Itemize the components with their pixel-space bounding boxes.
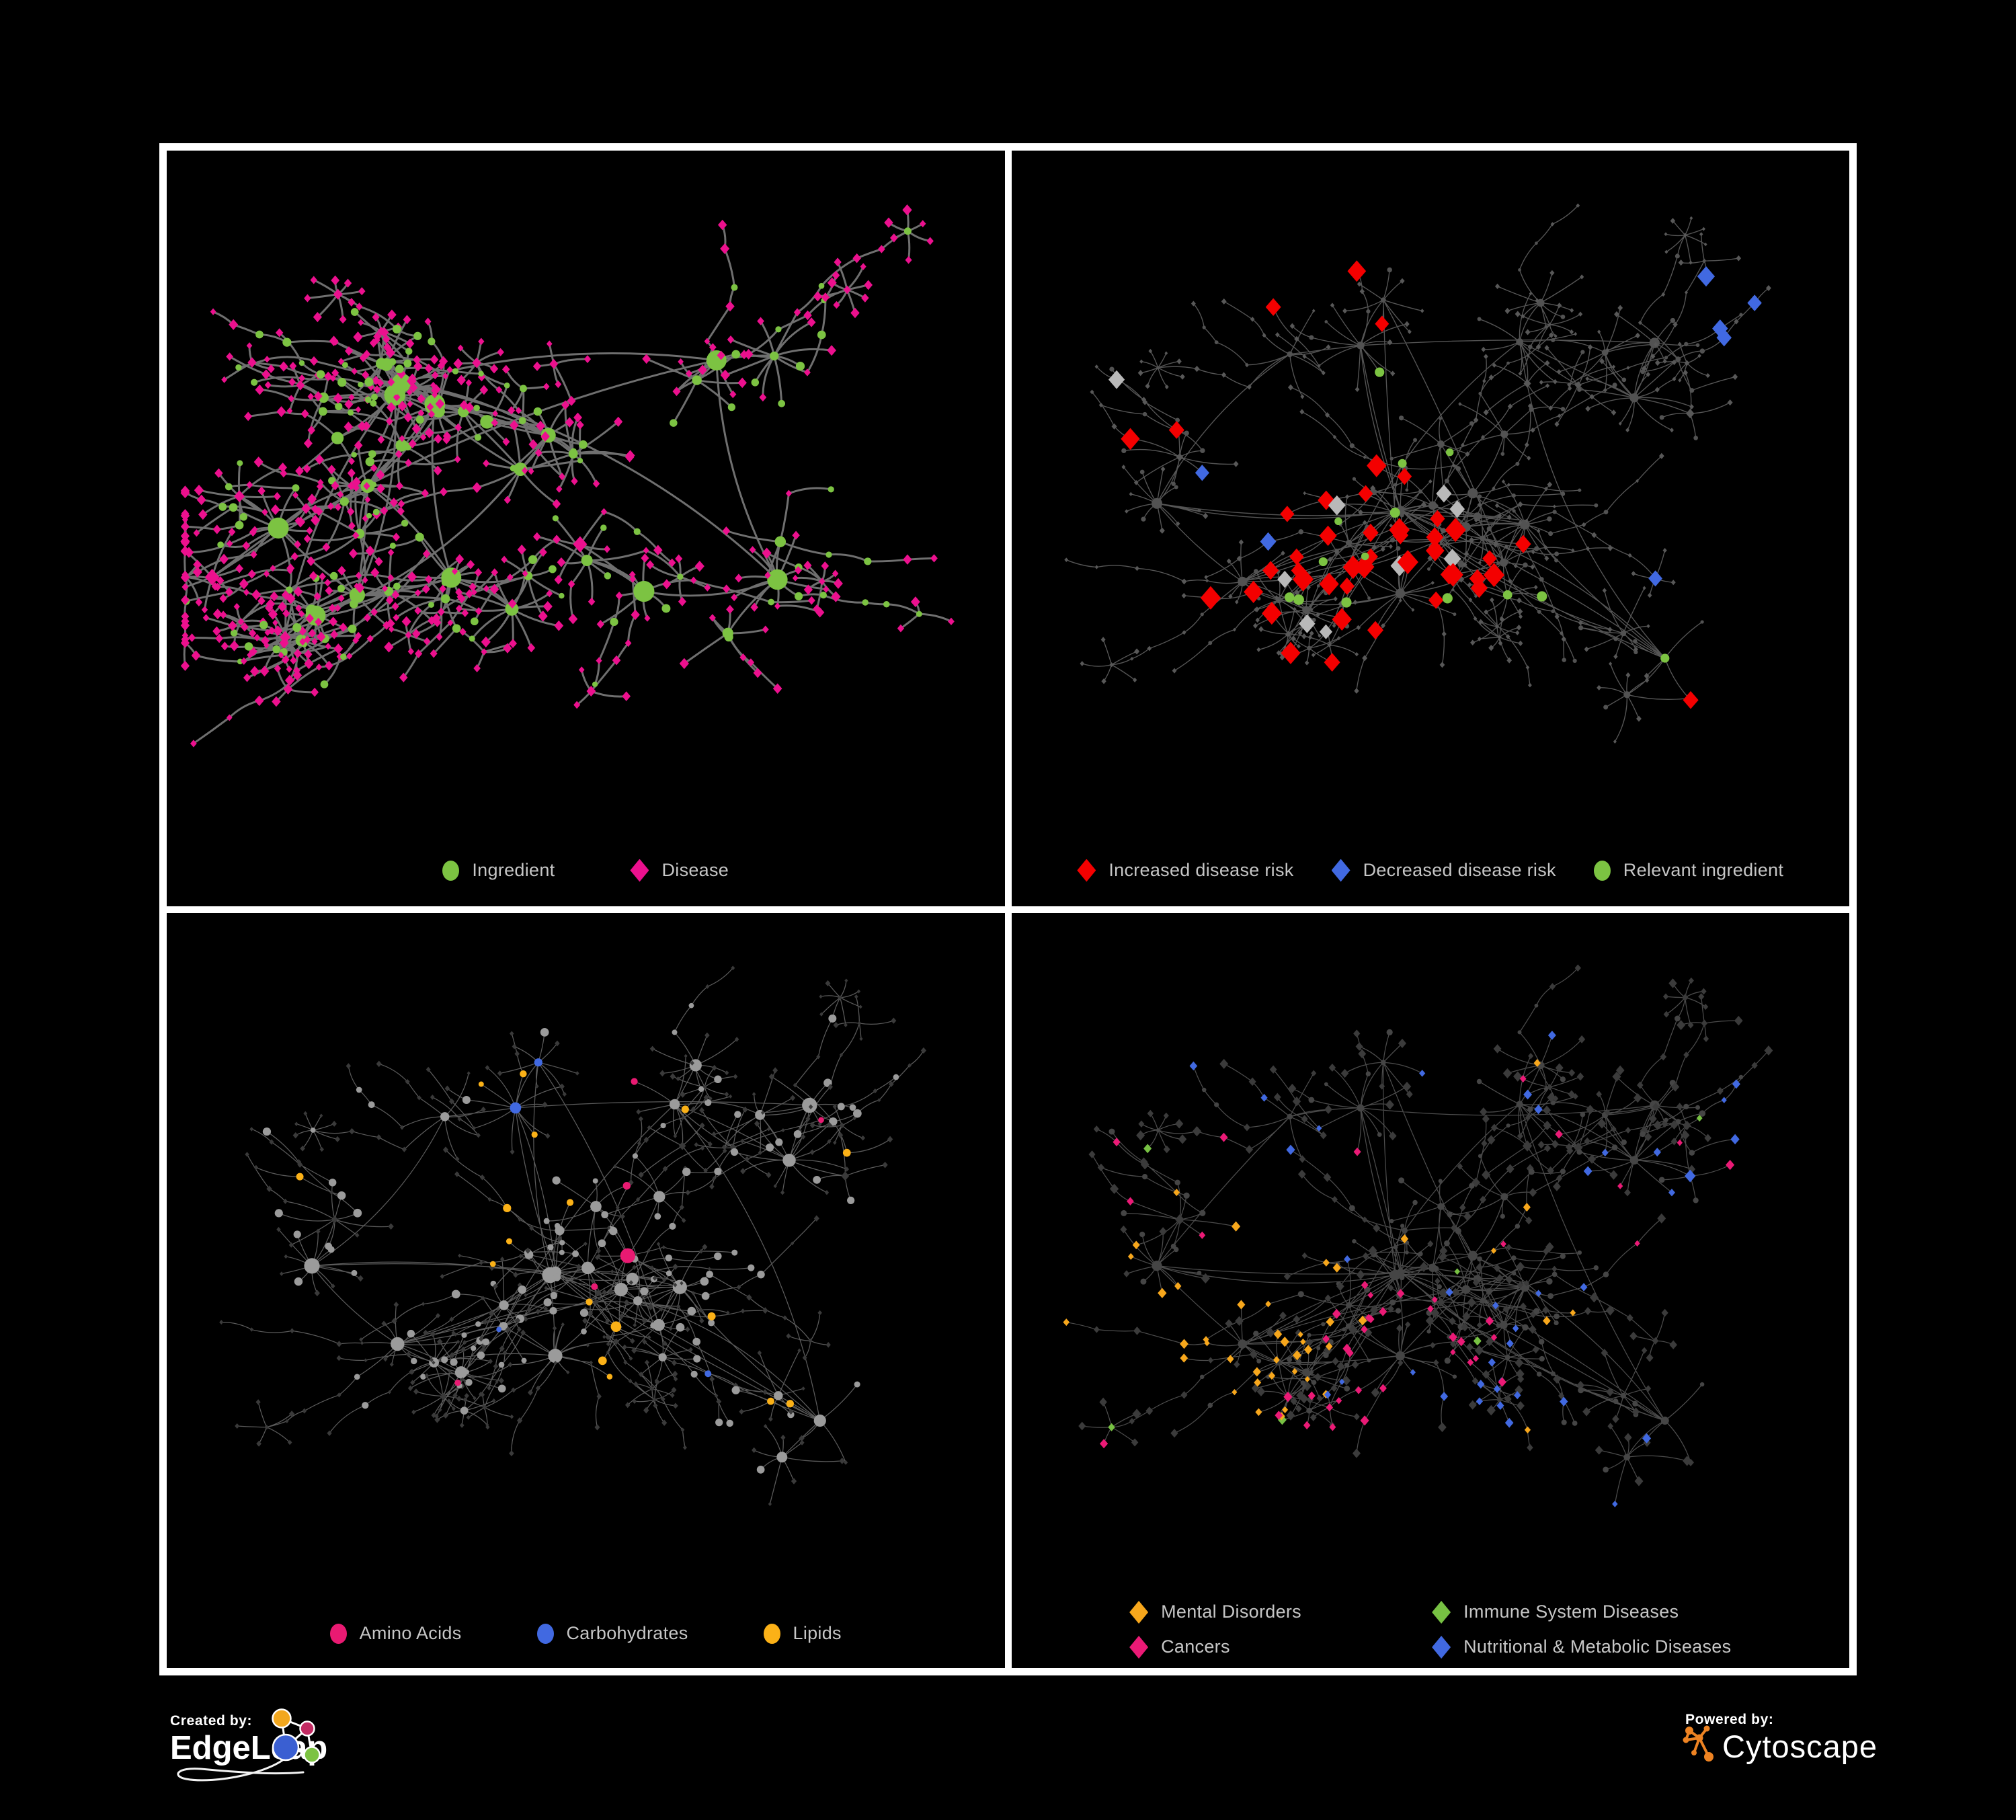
network-graph-disease-risk	[1063, 203, 1771, 744]
graph-edges	[1065, 205, 1769, 742]
diamond-marker	[1129, 1601, 1149, 1624]
cytoscape-icon-nodes	[1683, 1725, 1713, 1762]
legend-nutrient-classes: Amino Acids Carbohydrates Lipids	[167, 1623, 1005, 1644]
diamond-marker	[1077, 859, 1096, 882]
legend-item-amino-acids: Amino Acids	[329, 1623, 462, 1644]
panel-disease-categories: Mental Disorders Immune System Diseases Ca…	[1011, 912, 1850, 1668]
network-graph-disease-categories	[1062, 963, 1773, 1507]
edgeleap-node-magenta	[299, 1720, 315, 1737]
legend-label: Ingredient	[472, 859, 555, 880]
graph-highlighted-nodes	[296, 1058, 851, 1407]
edgeleap-swoosh	[177, 1752, 305, 1782]
legend-item-carbohydrates: Carbohydrates	[536, 1623, 688, 1644]
network-graph-ingredient-disease	[180, 204, 955, 748]
panel-nutrient-classes: Amino Acids Carbohydrates Lipids	[167, 912, 1005, 1668]
network-graph-nutrient-classes	[219, 965, 926, 1506]
legend-label: Relevant ingredient	[1623, 859, 1784, 880]
graph-nodes	[219, 965, 926, 1506]
cytoscape-wordmark: Cytoscape	[1722, 1729, 1878, 1764]
diamond-marker	[1129, 1636, 1149, 1659]
circle-marker	[442, 860, 460, 881]
circle-marker	[329, 1624, 347, 1644]
legend-ingredient-disease: Ingredient Disease	[167, 859, 1005, 882]
graph-edges	[221, 967, 924, 1504]
edgeleap-logo: EdgeLeap	[170, 1708, 327, 1782]
figure-grid: Ingredient Disease Increased disease risk…	[159, 143, 1857, 1675]
cytoscape-logo: Cytoscape	[1683, 1725, 1878, 1764]
edgeleap-node-blue	[272, 1733, 300, 1762]
powered-by-label: Powered by:	[1685, 1712, 1774, 1727]
legend-item-lipids: Lipids	[763, 1623, 842, 1644]
circle-marker	[1593, 860, 1611, 881]
edgeleap-node-orange	[272, 1708, 292, 1729]
legend-label: Immune System Diseases	[1463, 1601, 1679, 1622]
graph-edges	[1065, 967, 1769, 1504]
legend-item-nutritional-metabolic-diseases: Nutritional & Metabolic Diseases	[1432, 1636, 1731, 1659]
legend-label: Lipids	[793, 1623, 842, 1644]
legend-label: Amino Acids	[359, 1623, 462, 1644]
panel-disease-risk: Increased disease risk Decreased disease …	[1011, 151, 1850, 906]
diamond-marker	[630, 859, 649, 882]
legend-label: Carbohydrates	[566, 1623, 688, 1644]
legend-item-increased-disease-risk: Increased disease risk	[1077, 859, 1293, 882]
legend-item-relevant-ingredient: Relevant ingredient	[1593, 859, 1784, 881]
graph-edges	[183, 209, 952, 745]
legend-item-mental-disorders: Mental Disorders	[1129, 1601, 1392, 1624]
legend-label: Disease	[661, 859, 729, 880]
circle-marker	[536, 1624, 554, 1644]
legend-label: Mental Disorders	[1161, 1601, 1301, 1622]
created-by-label: Created by:	[170, 1713, 253, 1729]
legend-item-ingredient: Ingredient	[442, 859, 555, 881]
diamond-marker	[1432, 1601, 1451, 1624]
legend-item-decreased-disease-risk: Decreased disease risk	[1331, 859, 1556, 882]
legend-label: Decreased disease risk	[1363, 859, 1556, 880]
panel-ingredient-disease: Ingredient Disease	[167, 151, 1005, 906]
legend-disease-risk: Increased disease risk Decreased disease …	[1012, 859, 1850, 882]
legend-disease-categories: Mental Disorders Immune System Diseases Ca…	[1012, 1601, 1850, 1659]
diamond-marker	[1331, 859, 1350, 882]
circle-marker	[763, 1624, 780, 1644]
graph-highlighted-nodes	[1108, 260, 1762, 709]
legend-label: Nutritional & Metabolic Diseases	[1463, 1636, 1732, 1657]
legend-item-disease: Disease	[630, 859, 729, 882]
legend-label: Increased disease risk	[1108, 859, 1294, 880]
edgeleap-wordmark: EdgeLeap	[170, 1730, 327, 1766]
legend-item-cancers: Cancers	[1129, 1636, 1392, 1659]
legend-item-immune-system-diseases: Immune System Diseases	[1432, 1601, 1731, 1624]
diamond-marker	[1432, 1636, 1451, 1659]
legend-label: Cancers	[1161, 1636, 1230, 1657]
edgeleap-node-green	[303, 1746, 321, 1764]
